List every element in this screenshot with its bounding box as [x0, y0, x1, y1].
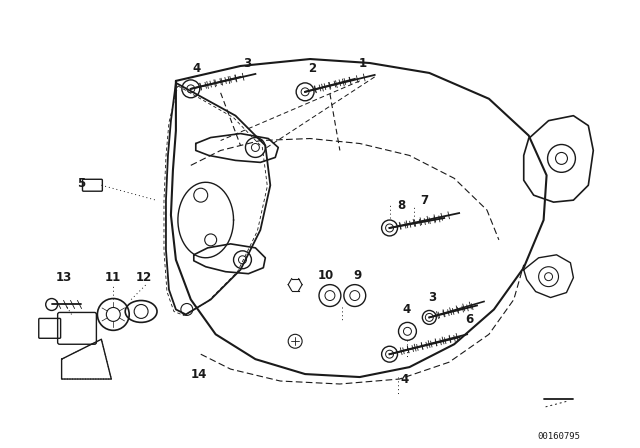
Text: 1: 1 — [358, 57, 367, 70]
Text: 3: 3 — [428, 291, 436, 304]
Text: 7: 7 — [420, 194, 428, 207]
Text: 6: 6 — [465, 313, 473, 326]
Text: 10: 10 — [318, 269, 334, 282]
Text: 8: 8 — [397, 198, 406, 211]
Text: 4: 4 — [193, 62, 201, 75]
Text: 11: 11 — [105, 271, 122, 284]
Text: 12: 12 — [136, 271, 152, 284]
Text: 9: 9 — [354, 269, 362, 282]
Text: 3: 3 — [243, 56, 252, 69]
Text: 00160795: 00160795 — [537, 432, 580, 441]
Text: 5: 5 — [77, 177, 86, 190]
Text: 14: 14 — [191, 367, 207, 380]
Text: 4: 4 — [401, 373, 408, 386]
Text: 4: 4 — [403, 303, 411, 316]
Text: 2: 2 — [308, 62, 316, 75]
Text: 13: 13 — [56, 271, 72, 284]
